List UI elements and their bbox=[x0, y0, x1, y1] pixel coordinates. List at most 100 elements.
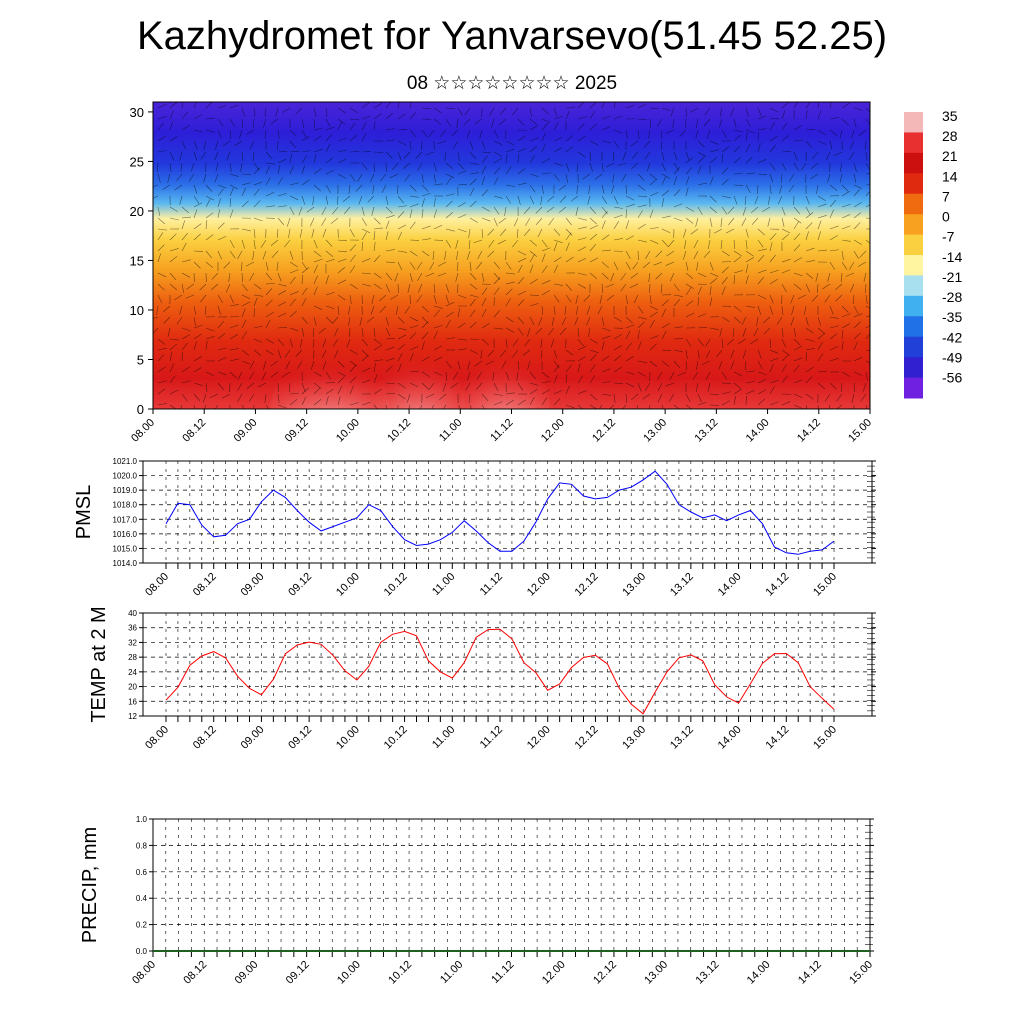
wind-barb bbox=[397, 205, 407, 208]
wind-barb bbox=[313, 264, 318, 274]
wind-barb bbox=[421, 341, 425, 351]
y-tick-label: 20 bbox=[128, 683, 137, 692]
x-tick-label: 11.12 bbox=[478, 571, 505, 598]
wind-barb bbox=[824, 393, 831, 402]
wind-barb bbox=[217, 320, 225, 329]
wind-barb bbox=[157, 388, 166, 395]
wind-barb bbox=[817, 140, 827, 145]
wind-barb bbox=[452, 140, 459, 149]
wind-barb bbox=[371, 206, 375, 216]
wind-barb bbox=[169, 338, 179, 341]
wind-barb bbox=[253, 283, 262, 290]
wind-barb bbox=[661, 323, 670, 329]
wind-barb bbox=[781, 217, 785, 227]
wind-barb bbox=[313, 316, 317, 326]
wind-barb bbox=[306, 206, 315, 213]
wind-barb bbox=[625, 235, 635, 241]
wind-barb bbox=[312, 338, 315, 348]
wind-barb bbox=[289, 140, 297, 148]
wind-barb bbox=[373, 359, 383, 362]
wind-barb bbox=[397, 363, 402, 373]
wind-barb bbox=[535, 206, 543, 214]
wind-barb bbox=[517, 257, 527, 263]
colorbar-swatch bbox=[904, 275, 923, 297]
wind-barb bbox=[757, 248, 767, 252]
x-tick-label: 11.00 bbox=[430, 571, 457, 598]
wind-barb bbox=[349, 376, 357, 384]
wind-barb bbox=[469, 178, 477, 186]
wind-barb bbox=[709, 195, 717, 203]
wind-barb bbox=[577, 327, 580, 337]
wind-barb bbox=[637, 129, 640, 139]
wind-barb bbox=[582, 173, 591, 180]
x-tick-label: 13.12 bbox=[694, 959, 722, 987]
wind-barb bbox=[589, 162, 593, 172]
y-tick-label: 1021.0 bbox=[113, 457, 138, 466]
wind-barb bbox=[817, 249, 827, 252]
wind-barb bbox=[337, 121, 342, 131]
wind-barb bbox=[476, 371, 483, 380]
wind-barb bbox=[248, 371, 255, 380]
wind-barb bbox=[285, 360, 291, 370]
wind-barb bbox=[301, 165, 305, 175]
wind-barb bbox=[577, 116, 587, 120]
wind-barb bbox=[613, 102, 616, 109]
wind-barb bbox=[505, 316, 514, 323]
wind-barb bbox=[241, 187, 246, 197]
wind-barb bbox=[613, 393, 616, 403]
wind-barb bbox=[685, 261, 689, 271]
wind-barb bbox=[289, 291, 299, 296]
x-tick-label: 11.12 bbox=[489, 959, 516, 986]
wind-barb bbox=[685, 300, 694, 307]
wind-barb bbox=[841, 184, 849, 192]
wind-barb bbox=[721, 316, 730, 323]
wind-barb bbox=[665, 382, 675, 387]
wind-barb bbox=[241, 308, 246, 318]
cross-section-x-axis: 08.00 08.12 09.00 09.12 10.00 10.12 11.00 11.12… bbox=[129, 409, 874, 445]
wind-barb bbox=[385, 392, 395, 395]
wind-barb bbox=[181, 272, 191, 278]
wind-barb bbox=[661, 215, 671, 219]
wind-barb bbox=[529, 316, 535, 326]
wind-barb bbox=[277, 217, 285, 226]
wind-barb bbox=[265, 272, 272, 281]
wind-barb bbox=[385, 365, 393, 373]
wind-barb bbox=[721, 129, 727, 138]
wind-barb bbox=[373, 151, 384, 153]
wind-barb bbox=[666, 250, 675, 257]
wind-barb bbox=[836, 393, 843, 402]
wind-barb bbox=[205, 220, 208, 230]
wind-barb bbox=[276, 261, 279, 271]
wind-barb bbox=[853, 107, 863, 111]
wind-barb bbox=[577, 404, 584, 409]
wind-barb bbox=[661, 173, 670, 179]
wind-barb bbox=[157, 232, 164, 241]
wind-barb bbox=[385, 112, 393, 120]
wind-barb bbox=[505, 140, 515, 146]
wind-barb bbox=[229, 324, 239, 329]
x-tick-label: 13.00 bbox=[620, 571, 648, 599]
wind-barb bbox=[385, 220, 390, 230]
wind-barb bbox=[433, 325, 443, 329]
wind-barb bbox=[445, 371, 448, 381]
wind-barb bbox=[433, 173, 437, 183]
wind-barb bbox=[625, 393, 628, 403]
wind-barb bbox=[181, 216, 191, 219]
wind-barb bbox=[498, 118, 507, 126]
wind-barb bbox=[733, 371, 743, 377]
wind-barb bbox=[467, 360, 471, 370]
wind-barb bbox=[817, 231, 821, 241]
wind-barb bbox=[493, 287, 500, 296]
wind-barb bbox=[499, 349, 507, 357]
wind-barb bbox=[565, 404, 575, 409]
wind-barb bbox=[594, 173, 603, 180]
wind-barb bbox=[468, 393, 471, 403]
wind-barb bbox=[805, 272, 814, 279]
wind-barb bbox=[408, 404, 411, 409]
wind-barb bbox=[685, 283, 694, 289]
wind-barb bbox=[827, 272, 831, 282]
wind-barb bbox=[745, 107, 749, 117]
wind-barb bbox=[270, 118, 279, 125]
wind-barb bbox=[733, 145, 741, 153]
wind-barb bbox=[180, 162, 183, 172]
